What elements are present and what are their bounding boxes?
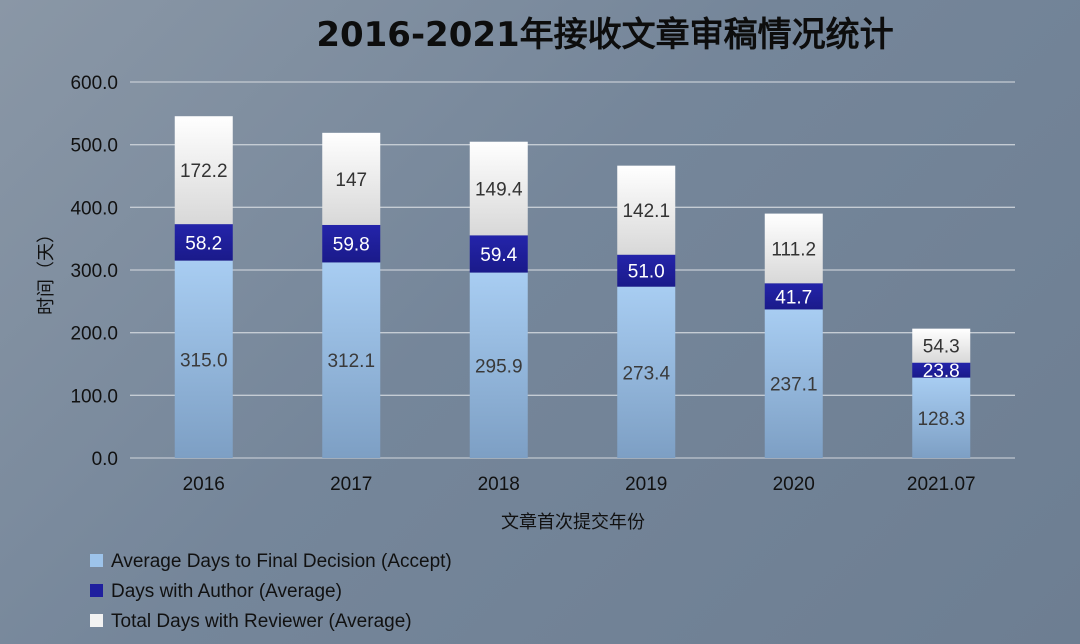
y-axis-ticks: 0.0 100.0 200.0 300.0 400.0 500.0 600.0: [70, 73, 118, 470]
x-tick-label: 2016: [183, 474, 225, 495]
bar-segment: [322, 224, 381, 263]
bar-segment: [764, 309, 823, 458]
bar-segment: [617, 286, 676, 458]
y-tick-label: 100.0: [70, 386, 118, 407]
x-axis-ticks: 2016 2017 2018 2019 2020 2021.07: [183, 474, 976, 495]
x-tick-label: 2019: [625, 474, 667, 495]
data-label: 23.8: [923, 361, 960, 382]
chart-title: 2016-2021年接收文章审稿情况统计: [316, 15, 893, 55]
bar-segment: [617, 165, 676, 255]
x-axis-label: 文章首次提交年份: [501, 512, 645, 533]
legend-swatch: [90, 614, 103, 627]
y-tick-label: 300.0: [70, 261, 118, 282]
data-label: 147: [335, 170, 367, 191]
x-tick-label: 2018: [478, 474, 520, 495]
legend-label: Days with Author (Average): [111, 581, 342, 602]
bar-segment: [322, 262, 381, 458]
bar-segment: [469, 272, 528, 458]
data-label: 237.1: [770, 375, 818, 396]
bar-segment: [764, 283, 823, 310]
y-tick-label: 600.0: [70, 73, 118, 94]
bar-segment: [174, 224, 233, 261]
data-label: 172.2: [180, 161, 228, 182]
data-label: 54.3: [923, 337, 960, 358]
data-label: 142.1: [622, 201, 670, 222]
bar-segment: [764, 213, 823, 284]
data-label: 149.4: [475, 180, 523, 201]
data-label: 41.7: [775, 287, 812, 308]
legend-swatch: [90, 554, 103, 567]
data-label: 315.0: [180, 350, 228, 371]
data-label: 58.2: [185, 233, 222, 254]
legend-label: Total Days with Reviewer (Average): [111, 611, 412, 632]
bar-segment: [912, 377, 971, 458]
data-label: 273.4: [622, 363, 670, 384]
x-tick-label: 2021.07: [907, 474, 976, 495]
y-tick-label: 400.0: [70, 198, 118, 219]
bar-segment: [469, 235, 528, 273]
data-label: 111.2: [771, 239, 816, 260]
y-axis-label: 时间（天）: [36, 225, 57, 315]
y-tick-label: 0.0: [92, 449, 118, 470]
y-tick-label: 500.0: [70, 136, 118, 157]
bar-segment: [617, 254, 676, 287]
y-tick-label: 200.0: [70, 324, 118, 345]
data-label: 128.3: [917, 409, 965, 430]
legend-label: Average Days to Final Decision (Accept): [111, 551, 452, 572]
bar-segment: [322, 132, 381, 225]
legend: Average Days to Final Decision (Accept) D…: [90, 551, 452, 632]
data-label: 59.8: [333, 235, 370, 256]
bar-segment: [174, 116, 233, 225]
data-label: 295.9: [475, 356, 523, 377]
bar-segment: [912, 328, 971, 363]
bar-segment: [469, 141, 528, 236]
x-tick-label: 2020: [773, 474, 815, 495]
data-label: 59.4: [480, 245, 517, 266]
bar-segment: [912, 362, 971, 378]
data-label: 51.0: [628, 262, 665, 283]
bar-segment: [174, 260, 233, 458]
bars: 315.0 58.2 172.2 312.1 59.8 147 295.9 59.4 149.4…: [174, 116, 971, 458]
legend-swatch: [90, 584, 103, 597]
x-tick-label: 2017: [330, 474, 372, 495]
gridlines: [130, 81, 1015, 459]
data-label: 312.1: [327, 351, 375, 372]
